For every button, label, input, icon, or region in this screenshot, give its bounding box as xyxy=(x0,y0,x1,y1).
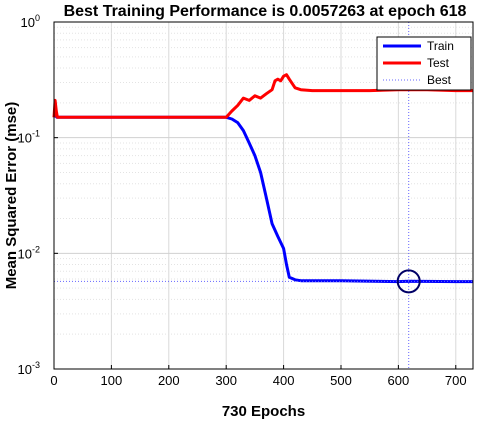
x-tick-label: 0 xyxy=(50,373,57,388)
x-tick-label: 500 xyxy=(330,373,352,388)
series-line-test xyxy=(52,73,473,119)
y-tick-base: 10 xyxy=(18,362,32,377)
x-tick-label: 400 xyxy=(273,373,295,388)
y-tick-exponent: 0 xyxy=(35,13,40,23)
y-tick-base: 10 xyxy=(18,246,32,261)
y-axis-label: Mean Squared Error (mse) xyxy=(3,102,20,290)
plot-frame xyxy=(53,21,474,370)
y-tick-label: 10-2 xyxy=(18,244,40,261)
y-tick-label: 10-3 xyxy=(18,360,40,377)
y-tick-exponent: -2 xyxy=(32,244,40,254)
chart-legend: Train Test Best xyxy=(376,36,472,91)
chart-title: Best Training Performance is 0.0057263 a… xyxy=(64,3,467,20)
x-tick-label: 100 xyxy=(101,373,123,388)
y-tick-base: 10 xyxy=(18,131,32,146)
y-tick-label: 10-1 xyxy=(18,129,40,146)
x-tick-label: 700 xyxy=(445,373,467,388)
x-axis-label: 730 Epochs xyxy=(222,403,305,420)
best-point-marker xyxy=(396,269,421,294)
y-tick-exponent: -3 xyxy=(32,360,40,370)
x-tick-label: 200 xyxy=(158,373,180,388)
x-tick-label: 600 xyxy=(388,373,410,388)
x-tick-label: 300 xyxy=(215,373,237,388)
x-axis-ticks: 0 100 200 300 400 500 600 700 xyxy=(50,365,467,388)
series-layer xyxy=(52,73,473,284)
series-line-train xyxy=(52,112,473,284)
y-tick-label: 100 xyxy=(21,13,40,30)
y-tick-exponent: -1 xyxy=(32,129,40,139)
legend-label-test: Test xyxy=(427,56,450,70)
y-tick-base: 10 xyxy=(21,15,35,30)
legend-label-best: Best xyxy=(427,73,452,87)
legend-label-train: Train xyxy=(427,39,454,53)
